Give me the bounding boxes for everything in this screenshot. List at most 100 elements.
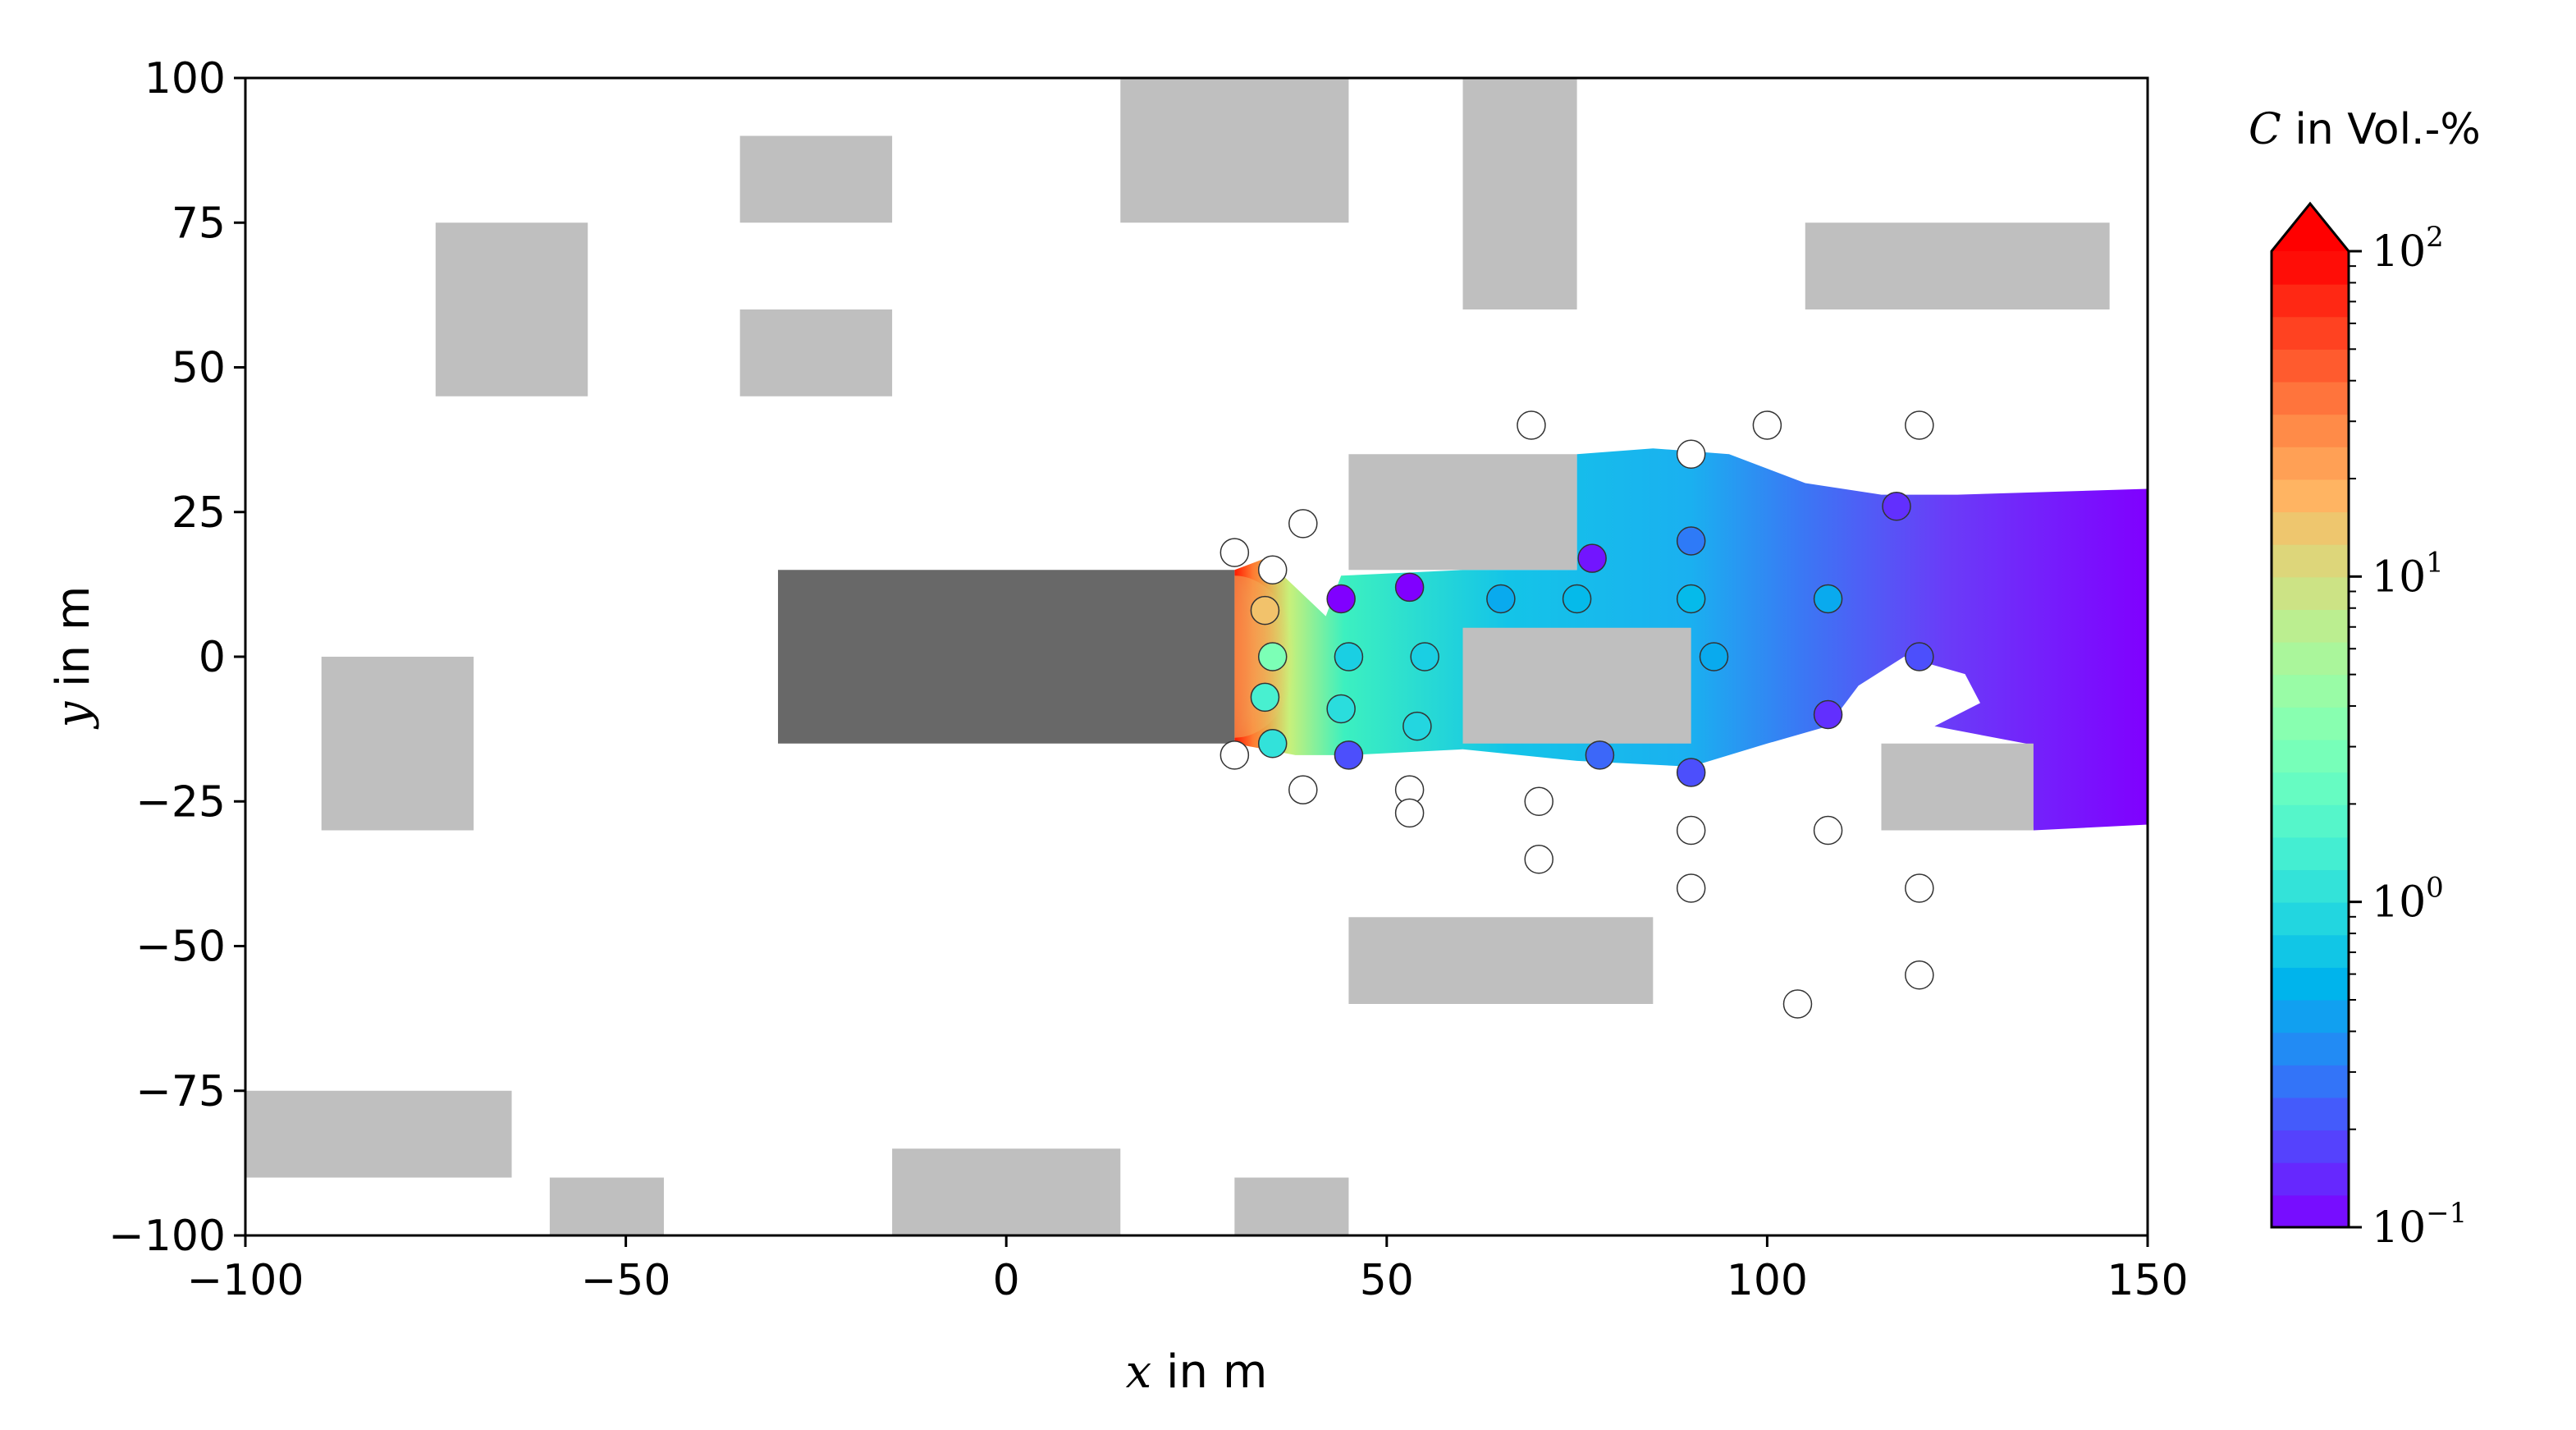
sensor-point-27 [1257,729,1288,759]
sensor-point-40 [1905,873,1934,903]
y-tick-label: −75 [135,1067,226,1116]
building-15 [1234,1177,1349,1235]
sensor-point-39 [1813,815,1843,846]
sensor-point-36 [1524,845,1553,874]
building-5 [1462,78,1577,309]
sensor-point-32 [1288,775,1318,804]
colorbar-band [2272,1194,2349,1228]
sensor-point-28 [1219,740,1250,770]
building-10 [1881,743,2034,831]
colorbar-band [2272,999,2349,1034]
y-tick-label: 75 [172,199,226,248]
sensor-point-41 [1905,960,1934,990]
sensor-point-4 [1905,410,1934,440]
sensor-point-29 [1334,740,1364,770]
colorbar-band [2272,446,2349,480]
colorbar-frame [2270,201,2350,1229]
y-tick-label: 100 [144,54,226,103]
sensor-point-31 [1676,758,1706,787]
sensor-point-25 [1402,711,1432,741]
sensor-point-24 [1326,694,1356,724]
sensor-point-9 [1577,543,1607,573]
sensor-point-11 [1326,584,1356,614]
building-8 [1348,454,1577,571]
colorbar-band [2272,966,2349,1001]
x-tick-label: −100 [187,1256,304,1305]
building-7 [321,657,474,831]
building-2 [739,135,893,223]
y-tick-label: 0 [199,633,226,682]
colorbar-band [2272,414,2349,447]
y-tick-label: −50 [135,923,226,972]
y-tick-label: 50 [172,344,226,393]
sensor-point-2 [1676,439,1706,469]
sensor-point-8 [1257,555,1288,584]
colorbar-tick-label: 102 [2372,221,2444,277]
x-tick-label: 0 [993,1256,1020,1305]
colorbar-tick-label: 100 [2372,872,2444,928]
colorbar-band [2272,316,2349,350]
sensor-point-6 [1288,509,1318,539]
sensor-point-17 [1250,595,1280,626]
colorbar-band [2272,608,2349,643]
colorbar-band [2272,804,2349,838]
colorbar-band [2272,739,2349,773]
y-axis-label: y in m [47,586,100,731]
colorbar-band [2272,1162,2349,1196]
colorbar-band [2272,511,2349,545]
x-tick-label: 150 [2107,1256,2188,1305]
building-14 [892,1148,1121,1235]
sensor-point-10 [1676,526,1706,556]
sensor-point-26 [1813,699,1843,730]
colorbar-extend-arrow [2272,204,2349,251]
sensor-point-23 [1250,682,1280,713]
colorbar-band [2272,641,2349,676]
colorbar-tick-label: 10−1 [2372,1197,2467,1253]
colorbar-band [2272,869,2349,903]
axes: −100 −50 0 50 100 150 −100 −75 −50 −25 0 25 50 75 100 x… [47,54,2189,1399]
colorbar-band [2272,251,2349,285]
colorbar-band [2272,772,2349,805]
sensor-point-22 [1905,642,1934,671]
sensor-point-12 [1394,572,1425,603]
colorbar-band [2272,836,2349,871]
colorbar-band [2272,1032,2349,1066]
colorbar-band [2272,543,2349,578]
colorbar-band [2272,934,2349,968]
sensor-point-38 [1676,873,1706,903]
building-1 [435,222,588,396]
sensor-point-37 [1676,815,1706,846]
sensor-point-34 [1394,798,1425,828]
building-11 [1348,917,1654,1004]
building-9 [1462,627,1691,744]
sensor-point-7 [1219,538,1250,567]
building-13 [549,1177,664,1235]
sensor-point-13 [1486,584,1516,614]
x-tick-label: −50 [581,1256,671,1305]
colorbar-band [2272,706,2349,740]
colorbar-title: C in Vol.-% [2249,105,2481,154]
colorbar-band [2272,479,2349,513]
sensor-point-21 [1699,642,1729,671]
colorbar-band [2272,381,2349,415]
colorbar: 10−1 100 101 102 C in Vol.-% [2249,105,2481,1253]
colorbar-band [2272,283,2349,318]
sensor-point-42 [1782,989,1813,1019]
sensor-point-16 [1813,584,1843,614]
colorbar-band [2272,901,2349,936]
colorbar-band [2272,674,2349,708]
sensor-point-3 [1752,410,1782,440]
colorbar-band [2272,348,2349,383]
sensor-point-15 [1676,584,1706,614]
colorbar-band [2272,1097,2349,1131]
colorbar-band [2272,1064,2349,1098]
sensor-point-14 [1562,584,1592,614]
building-6 [1805,222,2110,309]
plot-area [245,78,2148,1235]
building-12 [245,1090,512,1178]
sensor-point-30 [1585,740,1615,770]
y-tick-label: 25 [172,488,226,538]
y-tick-label: −25 [135,777,226,827]
y-tick-label: −100 [108,1212,226,1261]
